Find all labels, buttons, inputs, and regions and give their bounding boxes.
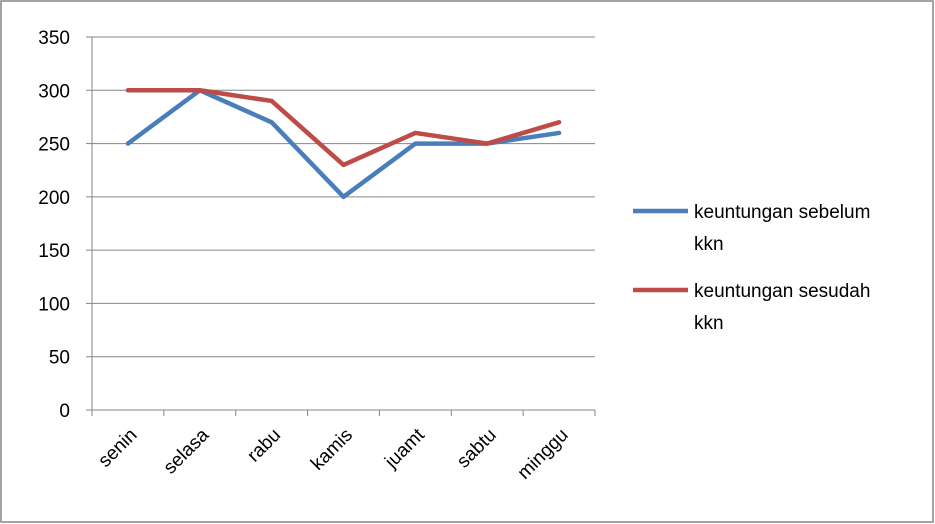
legend-label: kkn <box>694 234 724 255</box>
y-tick-label: 100 <box>38 294 70 315</box>
legend-label: kkn <box>694 313 724 334</box>
gridlines <box>92 36 595 358</box>
y-tick-label: 300 <box>38 81 70 102</box>
legend-label: keuntungan sebelum <box>694 202 870 223</box>
series-line <box>125 88 562 168</box>
axes <box>86 36 596 416</box>
y-tick-label: 250 <box>38 135 70 156</box>
legend: keuntungan sebelum kkn keuntungan sesudah k… <box>633 202 870 334</box>
y-tick-label: 350 <box>38 28 70 49</box>
y-tick-label: 200 <box>38 188 70 209</box>
legend-label: keuntungan sesudah <box>694 281 870 302</box>
y-tick-label: 50 <box>49 348 70 369</box>
series-lines <box>125 88 562 200</box>
y-tick-label: 150 <box>38 241 70 262</box>
y-tick-label: 0 <box>59 401 70 422</box>
y-axis-tick-labels: 0 50 100 150 200 250 300 350 <box>38 28 70 422</box>
